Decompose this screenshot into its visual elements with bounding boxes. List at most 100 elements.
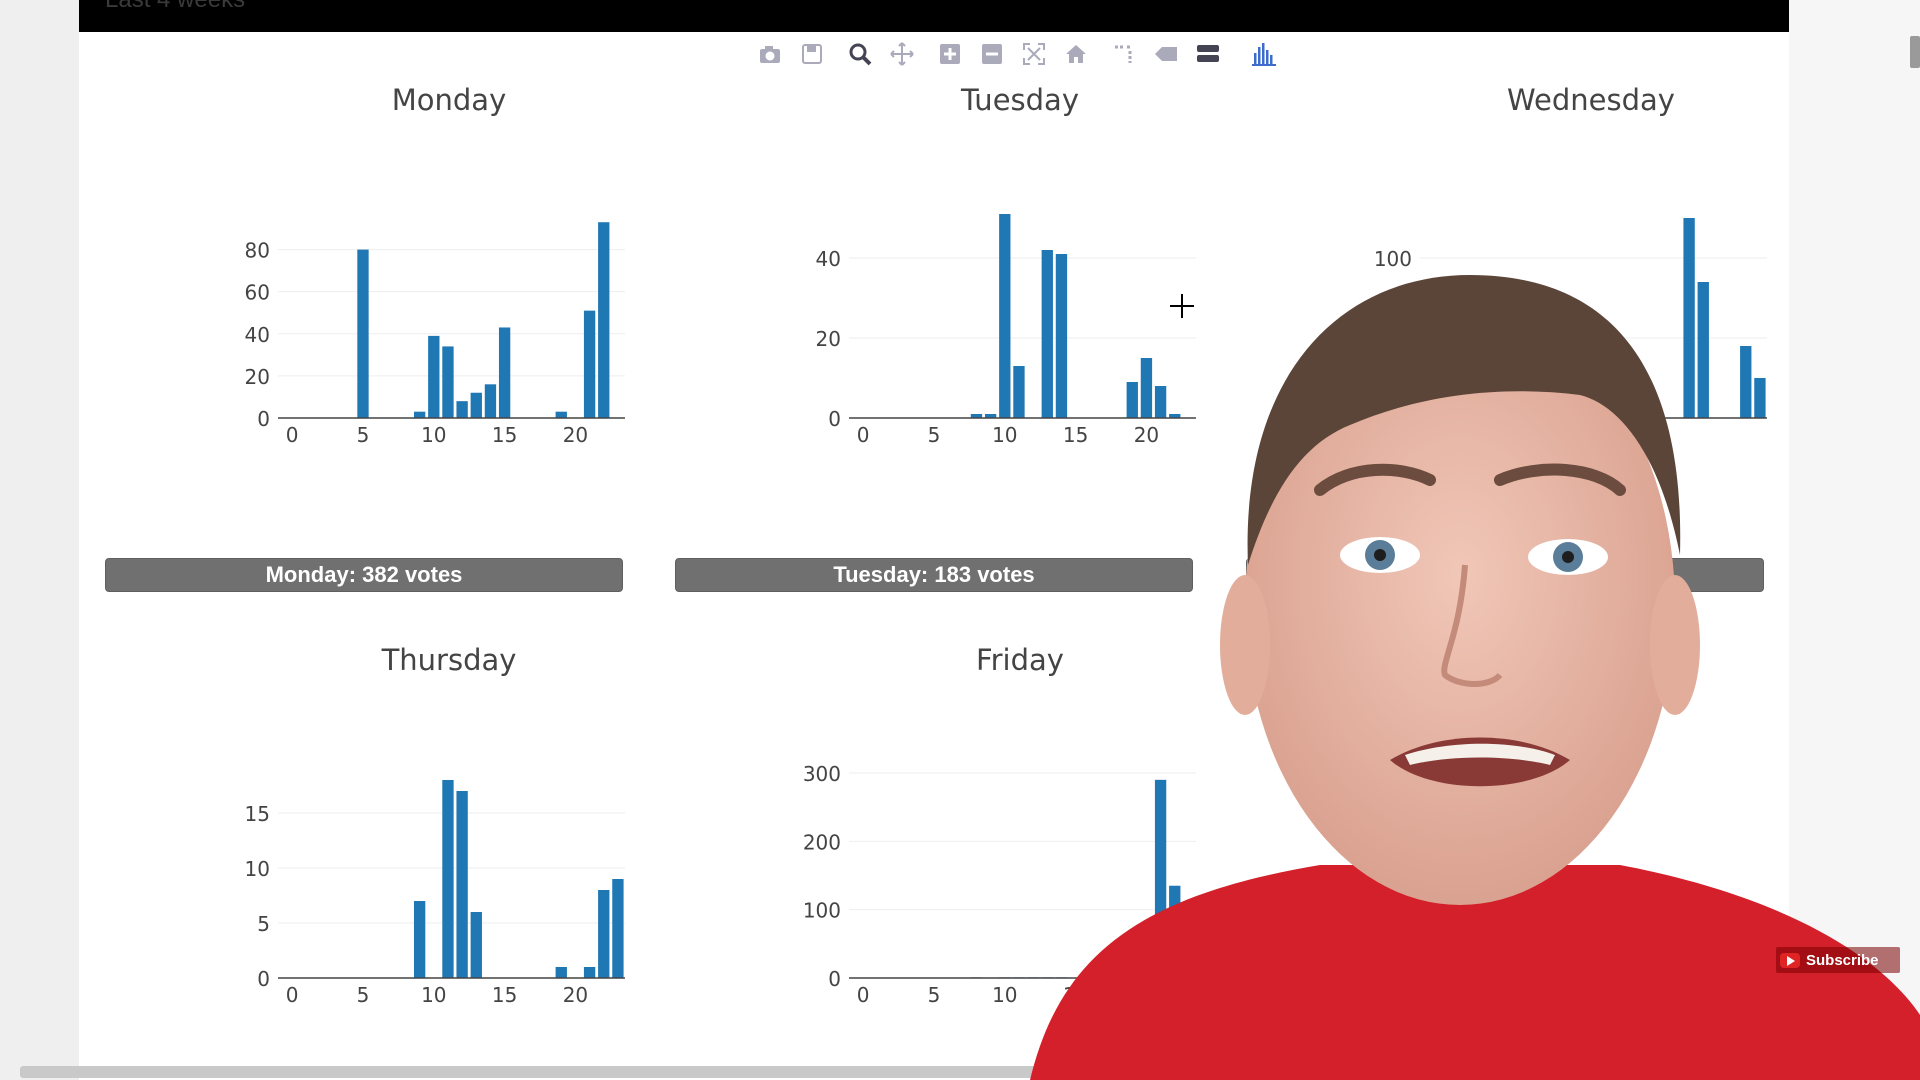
right-gutter bbox=[1789, 0, 1920, 1080]
monday-bar bbox=[413, 411, 426, 418]
presenter-video-overlay bbox=[1030, 275, 1920, 1080]
plot-modebar bbox=[756, 38, 1286, 70]
thursday-y-tick-label: 5 bbox=[257, 912, 270, 936]
wednesday-bar bbox=[1683, 218, 1695, 418]
home-icon bbox=[1066, 45, 1086, 63]
thursday-x-tick-label: 15 bbox=[492, 983, 517, 1007]
thursday-x-tick-label: 10 bbox=[421, 983, 446, 1007]
monday-bar bbox=[583, 310, 596, 418]
tuesday-votes-button[interactable]: Tuesday: 183 votes bbox=[675, 558, 1193, 592]
monday-x-tick-label: 20 bbox=[563, 423, 588, 447]
tuesday-x-tick-label: 10 bbox=[992, 423, 1017, 447]
left-ear bbox=[1220, 575, 1270, 715]
monday-y-tick-label: 80 bbox=[245, 239, 270, 263]
pan-icon bbox=[890, 42, 914, 66]
thursday-x-tick-label: 0 bbox=[286, 983, 299, 1007]
hair bbox=[1247, 275, 1681, 565]
wednesday-y-tick-label: 100 bbox=[1374, 247, 1412, 271]
friday-x-tick-label: 5 bbox=[928, 983, 941, 1007]
monday-bar bbox=[428, 335, 440, 418]
home-button[interactable] bbox=[1062, 40, 1090, 68]
thursday-bar bbox=[470, 912, 482, 978]
tuesday-bar bbox=[970, 414, 983, 418]
crosshair-cursor-icon bbox=[1170, 294, 1194, 318]
zoom-in-icon bbox=[940, 44, 960, 64]
thursday-bar bbox=[612, 879, 624, 978]
hover-closest-button[interactable] bbox=[1152, 40, 1180, 68]
monday-bar bbox=[555, 411, 567, 418]
autoscale-icon bbox=[1023, 43, 1045, 65]
tuesday-bar bbox=[1140, 358, 1153, 418]
red-shirt bbox=[1030, 865, 1920, 1080]
monday-bar bbox=[357, 249, 369, 418]
thursday-y-tick-label: 0 bbox=[257, 967, 270, 991]
tuesday-bar bbox=[984, 414, 997, 418]
friday-chart-title: Friday bbox=[976, 643, 1064, 677]
zoom-in-button[interactable] bbox=[936, 40, 964, 68]
tuesday-x-tick-label: 0 bbox=[857, 423, 870, 447]
thursday-x-tick-label: 20 bbox=[563, 983, 588, 1007]
friday-bar bbox=[1154, 779, 1167, 978]
save-icon bbox=[802, 44, 822, 64]
thursday-bar bbox=[413, 901, 426, 978]
zoom-out-button[interactable] bbox=[978, 40, 1006, 68]
thursday-y-tick-label: 15 bbox=[245, 802, 270, 826]
monday-y-tick-label: 20 bbox=[245, 365, 270, 389]
monday-bar bbox=[470, 392, 482, 418]
thursday-bar bbox=[598, 890, 610, 978]
monday-chart-title: Monday bbox=[392, 83, 507, 117]
tuesday-bar bbox=[999, 214, 1011, 418]
hover-closest-icon bbox=[1155, 47, 1177, 61]
thursday-chart-title: Thursday bbox=[381, 643, 517, 677]
tuesday-bar bbox=[1169, 414, 1181, 418]
vertical-scrollbar[interactable] bbox=[1910, 36, 1920, 68]
header-subtitle: Last 4 weeks bbox=[105, 0, 245, 14]
thursday-bar bbox=[456, 791, 468, 978]
tuesday-chart-title: Tuesday bbox=[960, 83, 1079, 117]
nose bbox=[1441, 564, 1503, 687]
save-button[interactable] bbox=[798, 40, 826, 68]
friday-x-tick-label: 0 bbox=[857, 983, 870, 1007]
friday-y-tick-label: 100 bbox=[803, 899, 841, 923]
tuesday-y-tick-label: 0 bbox=[828, 407, 841, 431]
top-header-bar: Last 4 weeks bbox=[79, 0, 1789, 32]
monday-bar bbox=[498, 327, 511, 418]
monday-bar bbox=[484, 384, 497, 418]
tuesday-bar bbox=[1041, 250, 1053, 418]
zoom-icon bbox=[849, 43, 872, 66]
monday-bar bbox=[456, 401, 468, 418]
monday-y-tick-label: 60 bbox=[245, 281, 270, 305]
wednesday-bar bbox=[1697, 282, 1709, 418]
thursday-bar bbox=[555, 967, 567, 978]
pan-button[interactable] bbox=[888, 40, 916, 68]
friday-y-tick-label: 300 bbox=[803, 762, 841, 786]
zoom-out-icon bbox=[982, 44, 1002, 64]
zoom-button[interactable] bbox=[846, 40, 874, 68]
thursday-x-tick-label: 5 bbox=[357, 983, 370, 1007]
youtube-icon bbox=[1780, 952, 1800, 968]
camera-icon bbox=[760, 46, 780, 63]
plotly-logo-button[interactable] bbox=[1242, 40, 1286, 68]
subscribe-button[interactable]: Subscribe bbox=[1776, 947, 1900, 973]
thursday-bar bbox=[442, 780, 454, 978]
hover-compare-button[interactable] bbox=[1194, 40, 1222, 68]
friday-x-tick-label: 10 bbox=[992, 983, 1017, 1007]
tuesday-y-tick-label: 40 bbox=[816, 247, 841, 271]
subscribe-label: Subscribe bbox=[1806, 951, 1879, 969]
spike-lines-button[interactable] bbox=[1110, 40, 1138, 68]
autoscale-button[interactable] bbox=[1020, 40, 1048, 68]
tuesday-bar bbox=[1013, 366, 1025, 418]
monday-bar bbox=[442, 346, 454, 418]
camera-button[interactable] bbox=[756, 40, 784, 68]
right-ear bbox=[1650, 575, 1700, 715]
monday-x-tick-label: 5 bbox=[357, 423, 370, 447]
monday-x-tick-label: 10 bbox=[421, 423, 446, 447]
friday-y-tick-label: 200 bbox=[803, 830, 841, 854]
thursday-y-tick-label: 10 bbox=[245, 857, 270, 881]
wednesday-chart-title: Wednesday bbox=[1507, 83, 1675, 117]
wednesday-bar bbox=[1754, 378, 1766, 418]
monday-votes-button[interactable]: Monday: 382 votes bbox=[105, 558, 623, 592]
tuesday-bar bbox=[1154, 386, 1167, 418]
friday-y-tick-label: 0 bbox=[828, 967, 841, 991]
